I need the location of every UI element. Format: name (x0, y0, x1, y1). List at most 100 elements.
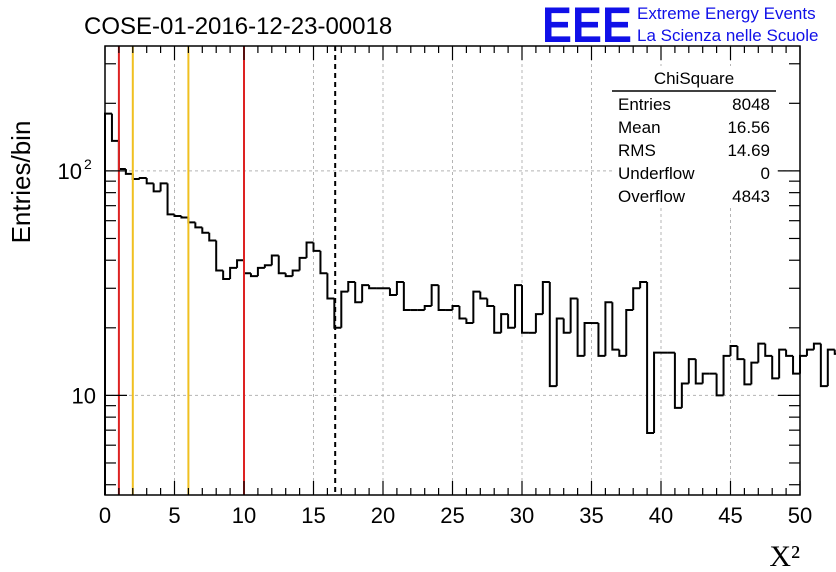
histogram-bin (472, 290, 481, 324)
stats-label: Overflow (618, 187, 686, 206)
stats-value: 14.69 (727, 141, 770, 160)
histogram-bin (514, 284, 522, 328)
stats-value: 0 (761, 164, 770, 183)
histogram-bin (277, 255, 286, 275)
histogram-bin (757, 342, 766, 363)
stats-value: 4843 (732, 187, 770, 206)
x-tick-label: 15 (301, 503, 325, 528)
histogram-bin (222, 270, 231, 280)
stats-title: ChiSquare (654, 69, 734, 88)
histogram-bin (194, 222, 203, 229)
histogram-bin (715, 373, 724, 397)
stats-background (612, 66, 776, 206)
histogram-bin (548, 281, 557, 388)
x-tick-label: 0 (99, 503, 111, 528)
histogram-bin (284, 273, 293, 278)
histogram-bin (166, 183, 175, 216)
plot-frame (104, 45, 801, 496)
histogram-bin (117, 140, 126, 170)
histogram-bin (458, 306, 467, 320)
histogram-bin (319, 250, 328, 275)
histogram-bin (243, 260, 251, 275)
histogram-bin (110, 113, 119, 142)
histogram-bin (597, 323, 606, 357)
histogram-bin (215, 240, 224, 272)
histogram-bin (236, 259, 244, 268)
histogram-bin (180, 215, 189, 219)
histogram-bin (291, 269, 300, 277)
histogram-bin (361, 284, 370, 303)
histogram-bin (479, 291, 488, 300)
histogram-bin (701, 372, 710, 384)
histogram-bin (159, 182, 168, 192)
histogram-bin (138, 176, 147, 180)
logo-line-1: Extreme Energy Events (637, 4, 816, 23)
chart-title: COSE-01-2016-12-23-00018 (84, 13, 392, 40)
histogram-bin (611, 302, 620, 351)
histogram-bin (639, 280, 648, 289)
histogram-bin (778, 348, 787, 379)
histogram-bin (305, 241, 314, 258)
histogram-bin (465, 318, 474, 325)
histogram-bin (764, 343, 773, 357)
histogram-bin (229, 266, 238, 279)
histogram-bin (534, 313, 543, 333)
y-tick-label: 10 (58, 159, 82, 184)
histogram-bin (326, 273, 335, 300)
histogram-bin (687, 358, 696, 384)
histogram-bin (486, 298, 495, 308)
histogram-bin (694, 359, 703, 385)
histogram-bin (368, 285, 377, 290)
histogram-bin (201, 227, 210, 234)
y-tick-exponent: 2 (84, 156, 92, 172)
histogram-bin (799, 354, 807, 374)
histogram-bin (729, 344, 738, 356)
histogram-bin (298, 256, 307, 271)
histogram-bin (750, 361, 759, 385)
histogram-bin (632, 287, 641, 311)
stats-label: Underflow (618, 164, 695, 183)
histogram-bin (569, 297, 578, 333)
histogram-bin (131, 173, 140, 181)
histogram-bin (402, 281, 411, 312)
histogram-bin (493, 306, 502, 334)
histogram-bin (673, 352, 682, 409)
eee-logo: EEE Extreme Energy Events La Scienza nel… (542, 0, 818, 53)
histogram-bin (576, 298, 585, 357)
histogram-bin (507, 314, 516, 329)
stats-label: Entries (618, 95, 671, 114)
stats-box: ChiSquare Entries 8048 Mean 16.56 RMS 14.69 Un… (612, 66, 776, 206)
histogram-bin (833, 349, 836, 355)
histogram-bin (583, 322, 592, 356)
x-tick-label: 30 (510, 503, 534, 528)
histogram-bin (819, 343, 828, 388)
histogram-bin (812, 342, 821, 350)
histogram-bin (145, 177, 154, 185)
histogram-bin (354, 281, 363, 304)
stats-rows: Entries 8048 Mean 16.56 RMS 14.69 Underflow 0 Ov… (618, 95, 770, 206)
histogram-bin (312, 242, 321, 252)
histogram-bin (451, 305, 460, 311)
histogram-bin (500, 313, 509, 333)
histogram-bin (270, 254, 279, 266)
histogram-bin (423, 305, 432, 311)
histogram-bin (152, 183, 161, 193)
logo-line-2: La Scienza nelle Scuole (637, 26, 818, 45)
histogram-bin (680, 382, 689, 408)
histogram-bin (437, 285, 446, 312)
x-tick-label: 50 (788, 503, 812, 528)
histogram-bin (736, 345, 745, 361)
histogram-bin (618, 349, 627, 357)
histogram-bin (792, 355, 800, 375)
x-tick-label: 40 (649, 503, 673, 528)
logo-mark: EEE (542, 0, 632, 53)
x-tick-label: 10 (232, 503, 256, 528)
histogram-bin (646, 281, 655, 434)
histogram-bin (541, 280, 550, 315)
x-tick-label: 20 (371, 503, 395, 528)
histogram-bin (521, 285, 529, 334)
histogram-bin (388, 288, 397, 297)
x-tick-label: 45 (718, 503, 742, 528)
